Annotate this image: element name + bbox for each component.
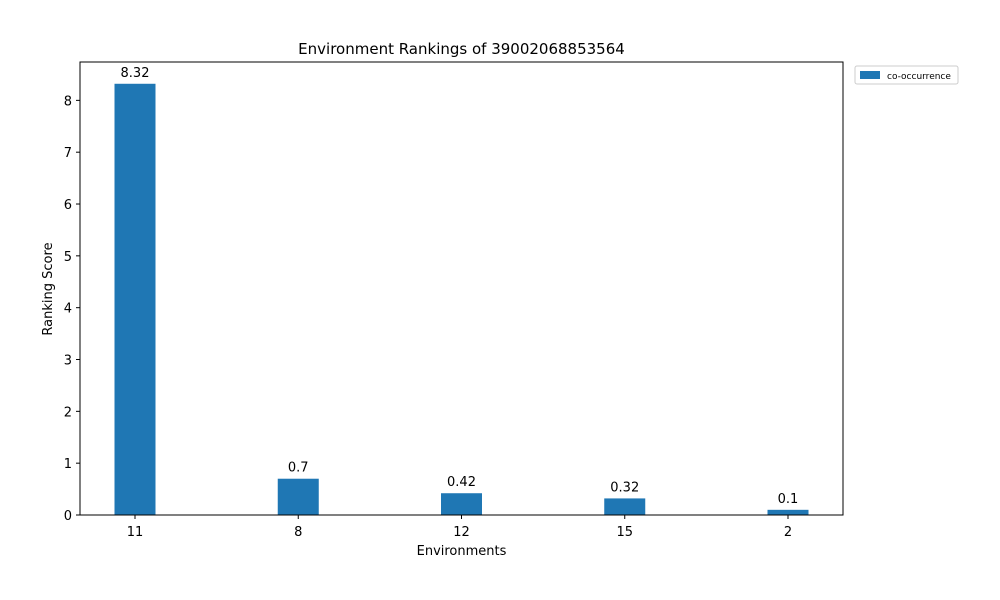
y-tick-label-5: 5 xyxy=(64,250,72,265)
data-label-8: 0.7 xyxy=(288,461,309,476)
y-tick-label-1: 1 xyxy=(64,457,72,472)
data-label-12: 0.42 xyxy=(447,475,476,490)
bar-2 xyxy=(767,509,809,515)
bar-15 xyxy=(604,498,646,515)
axes-frame xyxy=(79,61,844,516)
y-tick-label-7: 7 xyxy=(64,146,72,161)
legend-swatch-co-occurrence xyxy=(860,71,880,79)
y-tick-label-0: 0 xyxy=(64,509,72,524)
legend-frame xyxy=(854,65,959,85)
data-label-11: 8.32 xyxy=(121,66,150,81)
x-tick-label-8: 8 xyxy=(294,525,302,540)
y-tick-label-8: 8 xyxy=(64,94,72,109)
bar-12 xyxy=(441,493,482,515)
chart-title: Environment Rankings of 39002068853564 xyxy=(298,40,625,58)
data-label-2: 0.1 xyxy=(778,492,799,507)
data-label-15: 0.32 xyxy=(610,480,639,495)
x-tick-label-2: 2 xyxy=(784,525,792,540)
x-tick-label-15: 15 xyxy=(616,525,633,540)
bar-11 xyxy=(114,83,156,516)
x-tick-label-11: 11 xyxy=(127,525,144,540)
legend-label-co-occurrence: co-occurrence xyxy=(887,72,951,82)
legend: co-occurrence xyxy=(854,65,959,85)
bar-8 xyxy=(277,478,319,515)
x-axis-label: Environments xyxy=(417,544,507,559)
y-tick-label-4: 4 xyxy=(64,302,72,317)
y-tick-label-6: 6 xyxy=(64,198,72,213)
y-axis-label: Ranking Score xyxy=(41,242,56,335)
x-tick-label-12: 12 xyxy=(453,525,470,540)
y-tick-label-2: 2 xyxy=(64,405,72,420)
y-tick-label-3: 3 xyxy=(64,354,72,369)
